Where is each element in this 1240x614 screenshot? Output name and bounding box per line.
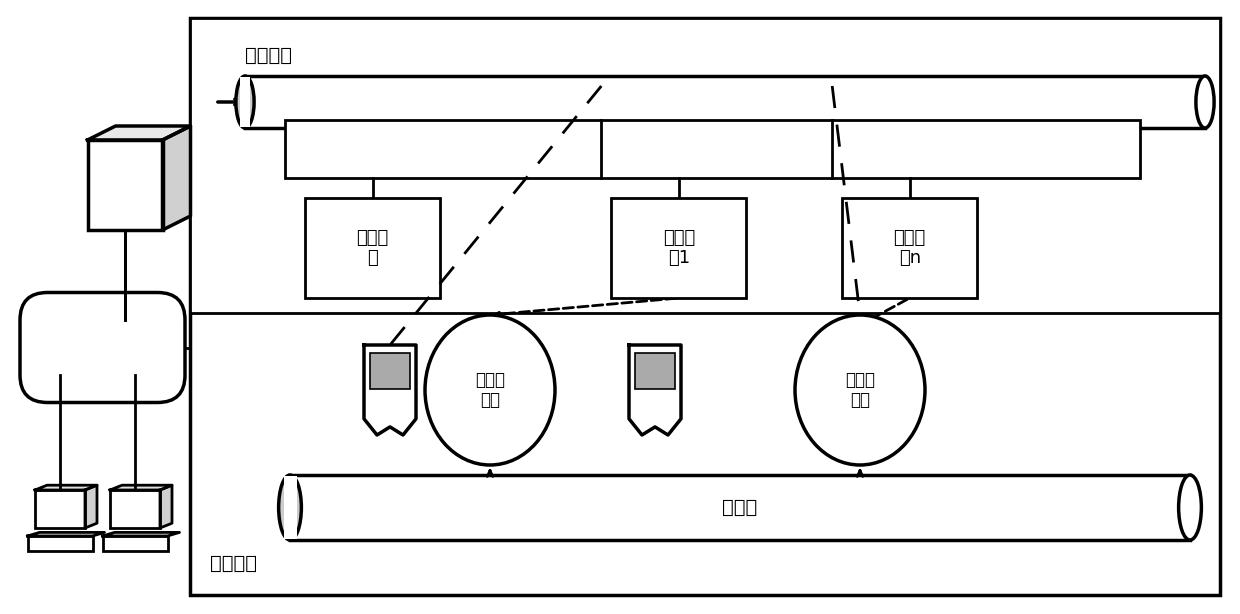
Ellipse shape <box>279 475 301 540</box>
Bar <box>35 490 86 528</box>
Ellipse shape <box>236 76 254 128</box>
Polygon shape <box>162 126 191 230</box>
Text: 传送带: 传送带 <box>723 498 758 517</box>
Bar <box>842 198 977 298</box>
Bar <box>190 18 1220 595</box>
Bar <box>370 353 410 389</box>
Polygon shape <box>88 126 191 140</box>
Ellipse shape <box>425 315 556 465</box>
Bar <box>239 77 250 127</box>
Polygon shape <box>629 345 681 435</box>
Text: 控制模块: 控制模块 <box>246 46 291 65</box>
Polygon shape <box>160 485 172 528</box>
FancyBboxPatch shape <box>20 292 185 403</box>
Bar <box>284 476 296 539</box>
Bar <box>27 536 93 551</box>
Polygon shape <box>103 532 180 536</box>
Text: 运动模块: 运动模块 <box>210 554 257 573</box>
Text: 电机编
码器: 电机编 码器 <box>475 371 505 410</box>
Text: 从控制
器n: 从控制 器n <box>894 228 926 268</box>
Ellipse shape <box>795 315 925 465</box>
Ellipse shape <box>1179 475 1202 540</box>
Bar <box>290 475 1190 540</box>
Bar <box>88 140 162 230</box>
Bar <box>110 490 160 528</box>
Polygon shape <box>110 485 172 490</box>
Polygon shape <box>35 485 97 490</box>
Bar <box>246 76 1205 128</box>
Bar <box>305 198 440 298</box>
Text: 从控制
器1: 从控制 器1 <box>662 228 694 268</box>
Text: 电机编
码器: 电机编 码器 <box>844 371 875 410</box>
Bar <box>611 198 746 298</box>
Polygon shape <box>86 485 97 528</box>
Polygon shape <box>365 345 415 435</box>
Ellipse shape <box>1195 76 1214 128</box>
Text: 主控制
器: 主控制 器 <box>356 228 388 268</box>
Bar <box>635 353 675 389</box>
Polygon shape <box>27 532 104 536</box>
Bar <box>190 18 1220 313</box>
Bar <box>103 536 167 551</box>
Bar <box>285 120 1140 178</box>
